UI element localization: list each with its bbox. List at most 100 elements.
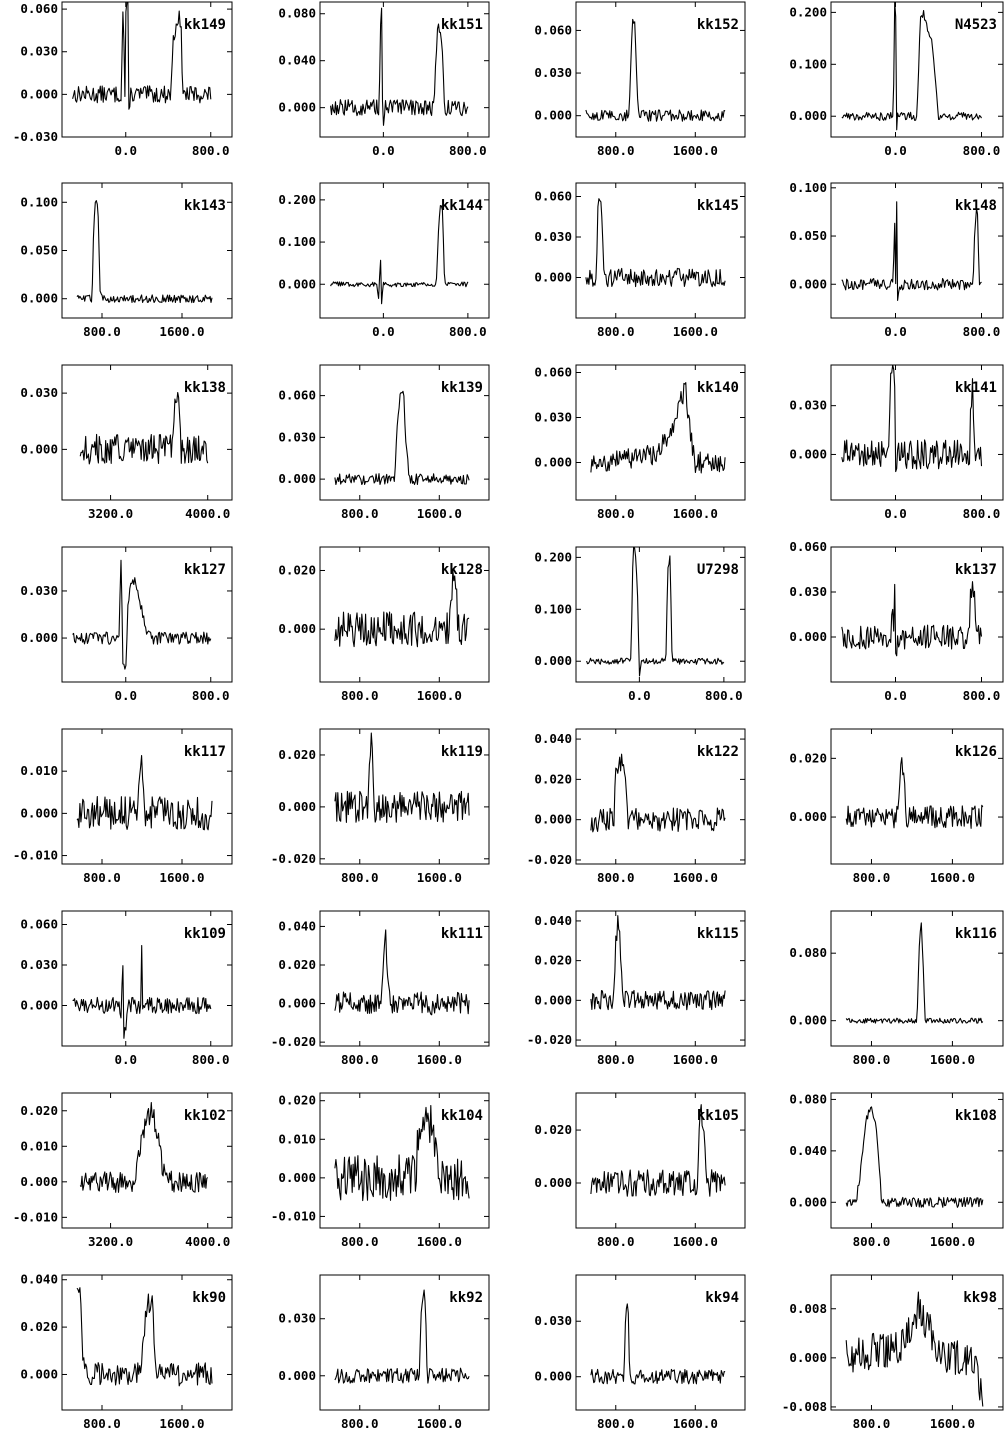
x-tick-label: 1600.0 bbox=[673, 1234, 718, 1249]
y-tick-label: 0.000 bbox=[789, 446, 827, 461]
x-tick-label: 800.0 bbox=[853, 1234, 891, 1249]
y-tick-label: 0.060 bbox=[789, 539, 827, 554]
spectrum-line-kk117 bbox=[76, 755, 213, 831]
panel-label: kk117 bbox=[184, 744, 226, 760]
y-tick-label: 0.200 bbox=[789, 4, 827, 19]
x-tick-label: 800.0 bbox=[341, 1416, 379, 1430]
y-tick-label: 0.000 bbox=[789, 1350, 827, 1365]
panel-label: kk109 bbox=[184, 926, 226, 942]
panel-frame bbox=[61, 546, 233, 683]
panel-frame bbox=[319, 1092, 490, 1229]
y-tick-label: 0.008 bbox=[789, 1301, 827, 1316]
y-tick-label: 0.030 bbox=[20, 957, 58, 972]
x-tick-label: 800.0 bbox=[963, 688, 1001, 703]
x-tick-label: 1600.0 bbox=[673, 870, 718, 885]
y-tick-label: 0.020 bbox=[278, 1093, 316, 1108]
y-tick-label: 0.020 bbox=[20, 1319, 58, 1334]
x-tick-label: 1600.0 bbox=[417, 1234, 462, 1249]
spectrum-line-kk108 bbox=[845, 1106, 984, 1208]
y-tick-label: 0.020 bbox=[20, 1103, 58, 1118]
y-tick-label: 0.000 bbox=[789, 1013, 827, 1028]
spectrum-panel-N4523: 0.200 0.100 0.000 0.0 800.0 N4523 bbox=[789, 1, 1004, 158]
panel-label: kk108 bbox=[955, 1108, 997, 1124]
panel-label: kk139 bbox=[441, 380, 483, 396]
spectrum-line-kk119 bbox=[334, 732, 470, 823]
panel-frame bbox=[830, 1092, 1004, 1229]
spectrum-panel-kk90: 0.040 0.020 0.000 800.0 1600.0 kk90 bbox=[20, 1272, 233, 1430]
x-tick-label: 1600.0 bbox=[417, 688, 462, 703]
y-tick-label: -0.020 bbox=[527, 852, 572, 867]
panel-label: kk116 bbox=[955, 926, 997, 942]
panel-label: kk143 bbox=[184, 198, 226, 214]
x-tick-label: 800.0 bbox=[853, 1416, 891, 1430]
panel-label: kk122 bbox=[697, 744, 739, 760]
y-tick-label: 0.000 bbox=[278, 799, 316, 814]
spectrum-line-kk138 bbox=[79, 391, 209, 465]
spectrum-panel-kk119: 0.020 0.000 -0.020 800.0 1600.0 kk119 bbox=[271, 728, 490, 885]
x-tick-label: 0.0 bbox=[114, 688, 137, 703]
x-tick-label: 0.0 bbox=[884, 324, 907, 339]
spectrum-line-kk104 bbox=[334, 1104, 470, 1202]
x-tick-label: 1600.0 bbox=[159, 324, 204, 339]
y-tick-label: 0.080 bbox=[278, 6, 316, 21]
spectrum-line-kk137 bbox=[841, 581, 983, 657]
y-tick-label: 0.080 bbox=[789, 1091, 827, 1106]
spectrum-line-kk115 bbox=[590, 915, 726, 1011]
y-tick-label: 0.020 bbox=[278, 957, 316, 972]
x-tick-label: 800.0 bbox=[83, 870, 121, 885]
panel-frame bbox=[830, 1, 1004, 138]
spectrum-panel-kk94: 0.030 0.000 800.0 1600.0 kk94 bbox=[534, 1274, 746, 1430]
x-tick-label: 1600.0 bbox=[673, 1416, 718, 1430]
y-tick-label: 0.000 bbox=[789, 809, 827, 824]
panel-label: kk137 bbox=[955, 562, 997, 578]
x-tick-label: 800.0 bbox=[597, 1234, 635, 1249]
spectrum-panel-kk148: 0.100 0.050 0.000 0.0 800.0 kk148 bbox=[789, 180, 1004, 339]
x-tick-label: 800.0 bbox=[192, 688, 230, 703]
x-tick-label: 1600.0 bbox=[417, 870, 462, 885]
panel-label: kk102 bbox=[184, 1108, 226, 1124]
y-tick-label: 0.060 bbox=[534, 365, 572, 380]
spectrum-panel-kk140: 0.060 0.030 0.000 800.0 1600.0 kk140 bbox=[534, 364, 746, 521]
spectrum-line-kk94 bbox=[590, 1303, 726, 1385]
panel-frame bbox=[61, 910, 233, 1047]
y-tick-label: 0.000 bbox=[20, 86, 58, 101]
spectrum-panel-kk108: 0.080 0.040 0.000 800.0 1600.0 kk108 bbox=[789, 1091, 1004, 1249]
x-tick-label: 800.0 bbox=[963, 143, 1001, 158]
x-tick-label: 4000.0 bbox=[185, 506, 230, 521]
x-tick-label: 800.0 bbox=[449, 143, 487, 158]
spectrum-panel-kk104: 0.020 0.010 0.000 -0.010 800.0 1600.0 kk104 bbox=[271, 1092, 490, 1249]
spectrum-line-kk151 bbox=[330, 7, 469, 126]
spectrum-line-kk126 bbox=[845, 757, 984, 829]
y-tick-label: 0.030 bbox=[20, 583, 58, 598]
x-tick-label: 800.0 bbox=[853, 870, 891, 885]
x-tick-label: 1600.0 bbox=[673, 143, 718, 158]
y-tick-label: 0.020 bbox=[534, 1122, 572, 1137]
y-tick-label: 0.040 bbox=[20, 1272, 58, 1287]
panel-label: kk128 bbox=[441, 562, 483, 578]
y-tick-label: 0.020 bbox=[278, 562, 316, 577]
y-tick-label: 0.000 bbox=[789, 629, 827, 644]
x-tick-label: 0.0 bbox=[884, 506, 907, 521]
y-tick-label: 0.000 bbox=[278, 1170, 316, 1185]
spectrum-panel-kk144: 0.200 0.100 0.000 0.0 800.0 kk144 bbox=[278, 182, 490, 339]
panel-frame bbox=[319, 910, 490, 1047]
y-tick-label: 0.000 bbox=[20, 291, 58, 306]
y-tick-label: 0.000 bbox=[20, 805, 58, 820]
y-tick-label: 0.000 bbox=[278, 276, 316, 291]
x-tick-label: 0.0 bbox=[114, 143, 137, 158]
spectrum-line-kk152 bbox=[585, 18, 726, 122]
x-tick-label: 1600.0 bbox=[417, 1052, 462, 1067]
x-tick-label: 0.0 bbox=[884, 688, 907, 703]
spectrum-panel-kk117: 0.010 0.000 -0.010 800.0 1600.0 kk117 bbox=[13, 728, 233, 885]
y-tick-label: 0.060 bbox=[20, 1, 58, 16]
y-tick-label: 0.200 bbox=[278, 192, 316, 207]
panel-frame bbox=[575, 182, 746, 319]
y-tick-label: 0.080 bbox=[789, 945, 827, 960]
y-tick-label: 0.030 bbox=[534, 410, 572, 425]
panel-label: kk92 bbox=[449, 1290, 483, 1306]
panel-label: kk149 bbox=[184, 17, 226, 33]
y-tick-label: 0.030 bbox=[789, 398, 827, 413]
panel-frame bbox=[575, 364, 746, 501]
y-tick-label: 0.020 bbox=[534, 953, 572, 968]
y-tick-label: 0.000 bbox=[278, 621, 316, 636]
